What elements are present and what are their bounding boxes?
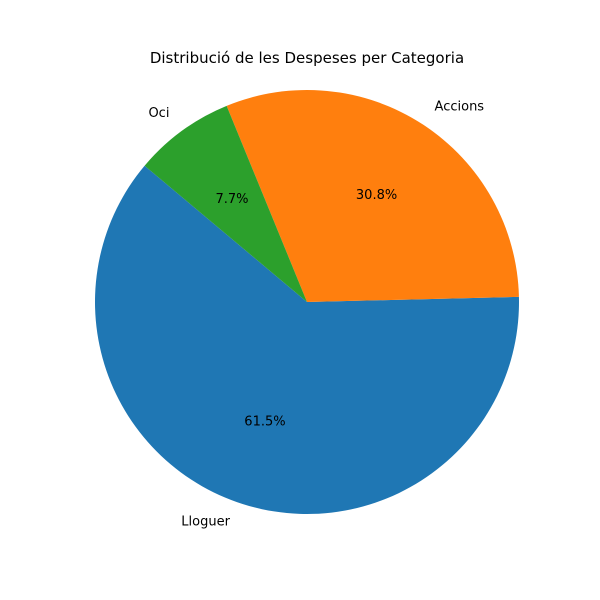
pie-slices (95, 89, 519, 515)
slice-label-accions: Accions (435, 99, 485, 114)
pie-slice-accions (226, 89, 519, 303)
slice-label-oci: Oci (148, 106, 169, 121)
slice-label-lloguer: Lloguer (181, 515, 230, 530)
chart-title: Distribució de les Despeses per Categori… (150, 49, 464, 67)
slice-percent-oci: 7.7% (215, 192, 248, 207)
slice-percent-lloguer: 61.5% (244, 415, 285, 430)
pie-labels: Lloguer 61.5% Accions 30.8% Oci 7.7% (148, 99, 484, 529)
pie-slice-oci (144, 105, 307, 302)
pie-slice-lloguer (95, 165, 519, 515)
slice-percent-accions: 30.8% (356, 188, 397, 203)
